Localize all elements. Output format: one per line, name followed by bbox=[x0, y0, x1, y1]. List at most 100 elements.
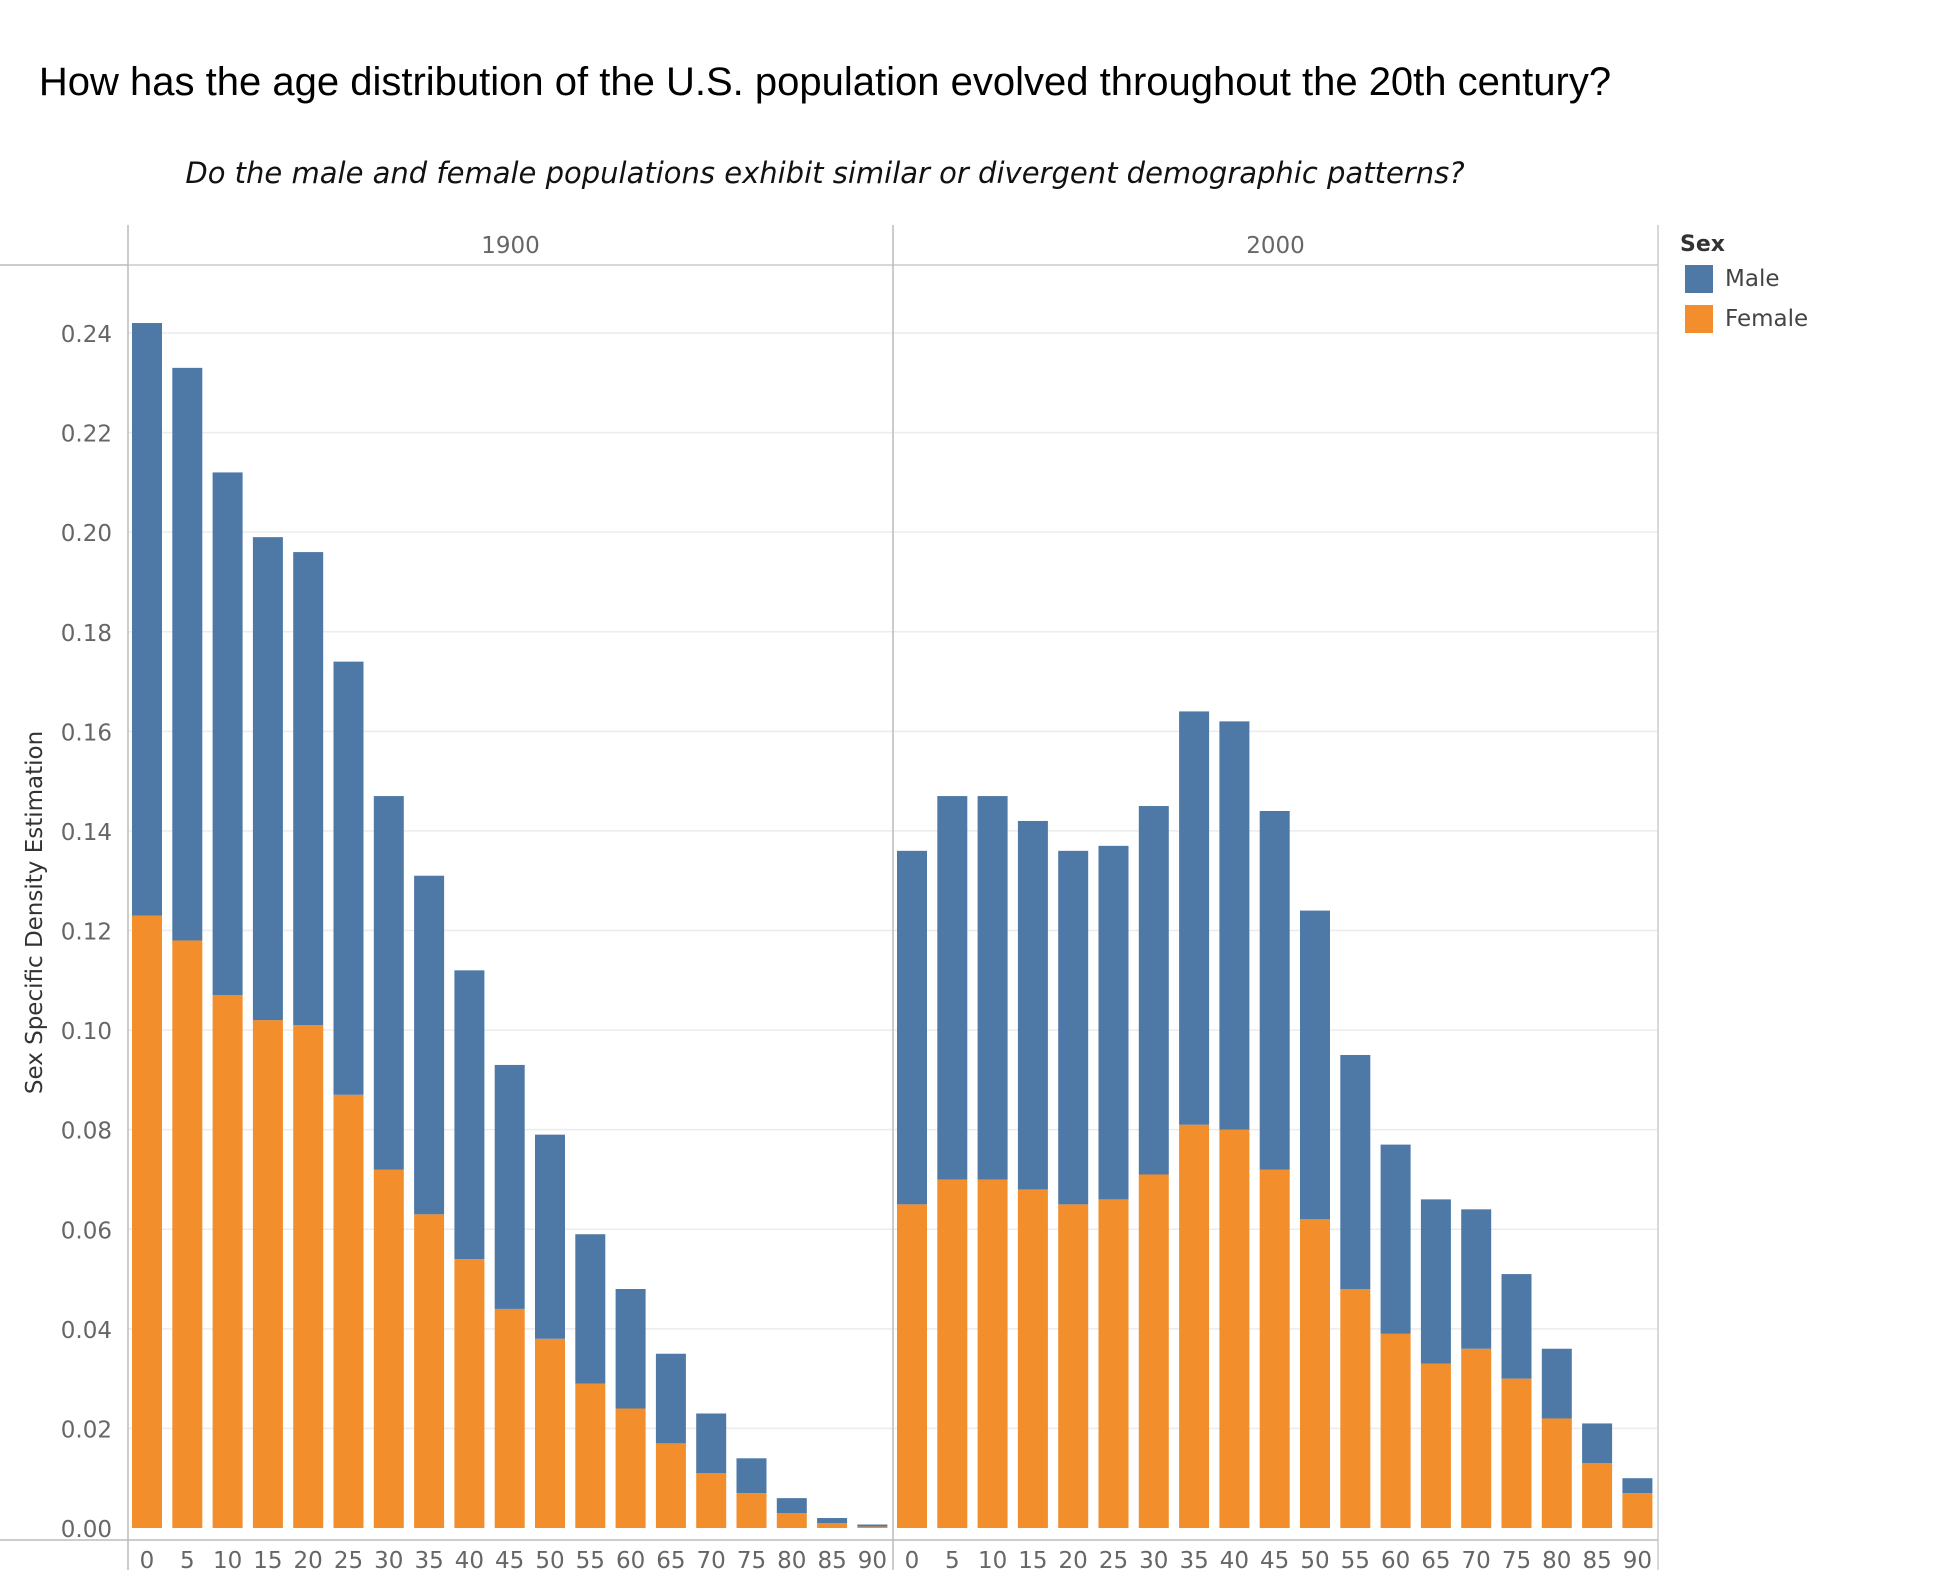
bar-male-2000-35 bbox=[1179, 711, 1210, 1125]
bar-male-2000-80 bbox=[1541, 1348, 1572, 1419]
x-tick-label: 40 bbox=[1220, 1548, 1249, 1570]
legend-item-female[interactable]: Female bbox=[1685, 305, 1808, 333]
x-tick-label: 85 bbox=[817, 1548, 846, 1570]
x-tick-label: 85 bbox=[1582, 1548, 1611, 1570]
panel-header-2000: 2000 bbox=[1246, 233, 1305, 259]
bar-male-2000-20 bbox=[1058, 850, 1089, 1205]
bar-female-2000-35 bbox=[1179, 1124, 1210, 1528]
y-tick-label: 0.14 bbox=[61, 820, 112, 846]
bar-female-2000-50 bbox=[1300, 1219, 1330, 1528]
bar-male-2000-60 bbox=[1380, 1144, 1411, 1334]
bar-female-2000-5 bbox=[937, 1179, 968, 1528]
bar-female-1900-75 bbox=[736, 1493, 767, 1528]
x-tick-label: 45 bbox=[1260, 1548, 1289, 1570]
x-tick-label: 80 bbox=[777, 1548, 806, 1570]
y-tick-label: 0.04 bbox=[61, 1318, 112, 1344]
bar-female-2000-90 bbox=[1622, 1493, 1653, 1528]
x-tick-label: 25 bbox=[334, 1548, 363, 1570]
y-tick-label: 0.22 bbox=[61, 422, 112, 448]
x-tick-label: 25 bbox=[1099, 1548, 1128, 1570]
x-tick-label: 0 bbox=[140, 1548, 155, 1570]
bar-male-1900-90 bbox=[857, 1524, 888, 1527]
bar-female-1900-90 bbox=[857, 1526, 888, 1528]
bar-male-1900-0 bbox=[132, 323, 162, 916]
legend-item-male[interactable]: Male bbox=[1685, 265, 1779, 293]
y-axis-title: Sex Specific Density Estimation bbox=[22, 731, 48, 1094]
x-tick-label: 55 bbox=[576, 1548, 605, 1570]
bar-female-1900-35 bbox=[414, 1214, 445, 1528]
y-tick-label: 0.18 bbox=[61, 621, 112, 647]
x-tick-label: 30 bbox=[1139, 1548, 1168, 1570]
bar-male-1900-75 bbox=[736, 1458, 767, 1494]
bar-male-2000-10 bbox=[977, 796, 1008, 1180]
x-tick-label: 65 bbox=[656, 1548, 685, 1570]
x-tick-label: 75 bbox=[737, 1548, 766, 1570]
bar-male-1900-15 bbox=[252, 537, 283, 1021]
bar-female-2000-80 bbox=[1541, 1418, 1572, 1528]
bar-male-2000-5 bbox=[937, 796, 968, 1180]
bar-male-1900-30 bbox=[373, 796, 404, 1170]
y-tick-label: 0.20 bbox=[61, 521, 112, 547]
bar-female-1900-60 bbox=[615, 1408, 646, 1528]
bar-female-1900-30 bbox=[373, 1169, 404, 1528]
bar-female-2000-10 bbox=[977, 1179, 1008, 1528]
legend-swatch-female bbox=[1685, 305, 1713, 333]
bar-male-2000-0 bbox=[897, 850, 927, 1205]
bar-male-2000-55 bbox=[1340, 1054, 1371, 1289]
bar-female-1900-55 bbox=[575, 1383, 606, 1528]
bar-male-2000-45 bbox=[1259, 811, 1290, 1170]
bar-female-1900-85 bbox=[817, 1523, 848, 1528]
x-tick-label: 30 bbox=[374, 1548, 403, 1570]
x-tick-label: 75 bbox=[1502, 1548, 1531, 1570]
x-tick-label: 70 bbox=[697, 1548, 726, 1570]
bar-female-1900-50 bbox=[535, 1338, 565, 1528]
x-tick-label: 90 bbox=[1623, 1548, 1652, 1570]
bar-female-2000-60 bbox=[1380, 1333, 1411, 1528]
bar-male-1900-25 bbox=[333, 661, 364, 1095]
bar-female-2000-0 bbox=[897, 1204, 927, 1528]
x-tick-label: 60 bbox=[616, 1548, 645, 1570]
x-tick-label: 60 bbox=[1381, 1548, 1410, 1570]
bar-female-1900-70 bbox=[696, 1473, 727, 1528]
legend-label-female: Female bbox=[1725, 306, 1809, 332]
bar-female-1900-0 bbox=[132, 915, 162, 1528]
bar-male-1900-60 bbox=[615, 1289, 646, 1409]
bar-male-1900-45 bbox=[494, 1064, 525, 1309]
bar-female-2000-25 bbox=[1098, 1199, 1129, 1528]
x-tick-label: 65 bbox=[1421, 1548, 1450, 1570]
bar-male-2000-15 bbox=[1017, 820, 1048, 1190]
bar-male-1900-5 bbox=[172, 367, 203, 941]
y-tick-label: 0.06 bbox=[61, 1218, 112, 1244]
bar-female-1900-65 bbox=[655, 1443, 686, 1528]
bar-female-2000-65 bbox=[1420, 1363, 1451, 1528]
x-tick-label: 35 bbox=[1179, 1548, 1208, 1570]
x-tick-label: 80 bbox=[1542, 1548, 1571, 1570]
x-tick-label: 5 bbox=[945, 1548, 960, 1570]
bar-female-2000-20 bbox=[1058, 1204, 1089, 1528]
bar-male-1900-35 bbox=[414, 875, 445, 1215]
bar-male-2000-65 bbox=[1420, 1199, 1451, 1364]
bar-male-1900-70 bbox=[696, 1413, 727, 1474]
x-tick-label: 50 bbox=[1300, 1548, 1329, 1570]
bar-male-1900-80 bbox=[776, 1498, 807, 1514]
y-tick-label: 0.02 bbox=[61, 1417, 112, 1443]
bar-male-2000-70 bbox=[1461, 1209, 1492, 1349]
bar-female-1900-20 bbox=[293, 1025, 324, 1528]
bar-female-2000-40 bbox=[1219, 1129, 1250, 1528]
bar-female-2000-15 bbox=[1017, 1189, 1048, 1528]
bar-male-2000-75 bbox=[1501, 1274, 1532, 1379]
bar-male-1900-40 bbox=[454, 970, 485, 1260]
x-tick-label: 70 bbox=[1462, 1548, 1491, 1570]
bar-female-2000-30 bbox=[1138, 1174, 1169, 1528]
x-tick-label: 5 bbox=[180, 1548, 195, 1570]
legend-swatch-male bbox=[1685, 265, 1713, 293]
x-tick-label: 10 bbox=[978, 1548, 1007, 1570]
bar-female-1900-10 bbox=[212, 995, 243, 1528]
y-tick-label: 0.08 bbox=[61, 1119, 112, 1145]
bar-male-2000-90 bbox=[1622, 1478, 1653, 1494]
bar-male-2000-40 bbox=[1219, 721, 1250, 1130]
x-tick-label: 90 bbox=[858, 1548, 887, 1570]
panel-header-1900: 1900 bbox=[481, 233, 540, 259]
y-tick-label: 0.00 bbox=[61, 1517, 112, 1543]
bar-female-2000-55 bbox=[1340, 1289, 1371, 1528]
